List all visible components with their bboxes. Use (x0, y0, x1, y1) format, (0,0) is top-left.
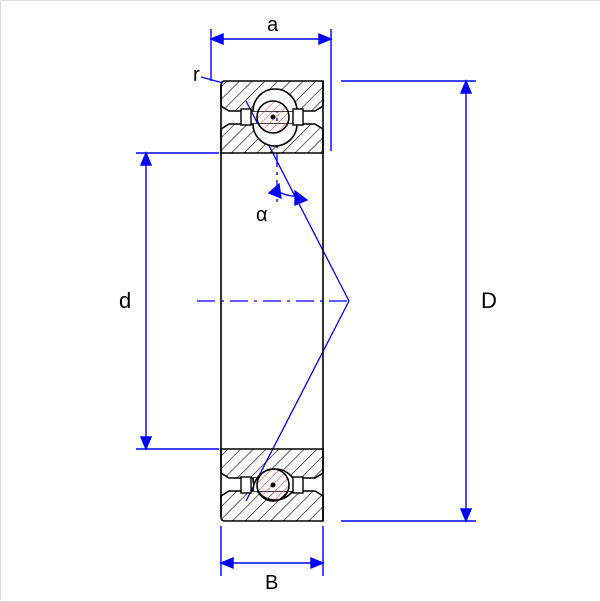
bearing-upper (201, 77, 323, 153)
bearing-diagram: a r D d B (0, 0, 600, 602)
label-D: D (481, 288, 497, 313)
bearing-svg: a r D d B (1, 1, 600, 601)
label-B: B (265, 572, 278, 594)
bearing-lower (221, 449, 323, 521)
label-alpha: α (256, 204, 268, 226)
label-a: a (267, 14, 279, 36)
label-r: r (193, 64, 200, 86)
dimension-B (221, 526, 323, 576)
label-d: d (119, 288, 131, 313)
dimension-D (341, 81, 476, 521)
contact-lines (246, 99, 349, 501)
